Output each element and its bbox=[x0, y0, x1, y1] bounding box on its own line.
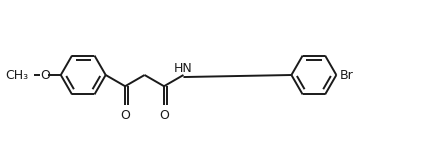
Text: Br: Br bbox=[339, 69, 352, 81]
Text: O: O bbox=[40, 69, 50, 81]
Text: O: O bbox=[159, 109, 168, 122]
Text: O: O bbox=[120, 109, 130, 122]
Text: CH₃: CH₃ bbox=[6, 69, 29, 81]
Text: HN: HN bbox=[174, 62, 192, 75]
